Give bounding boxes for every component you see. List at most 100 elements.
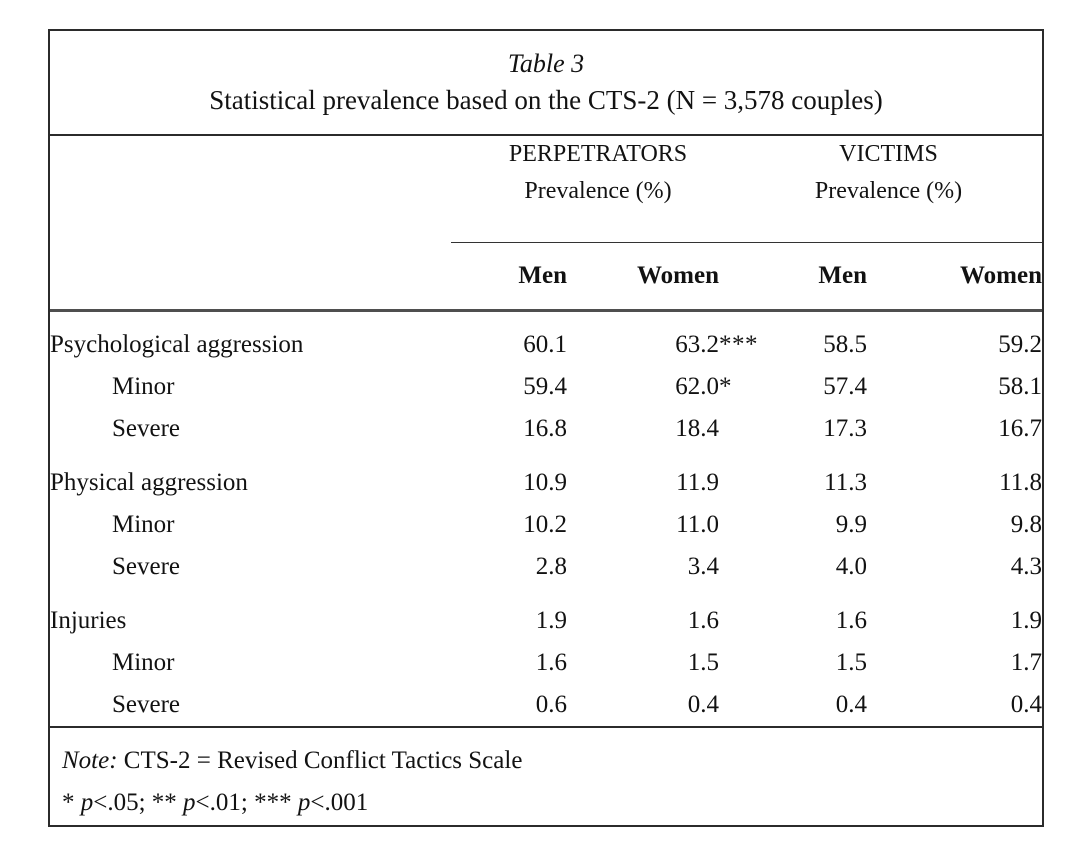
value-cell: 57.4	[719, 366, 867, 408]
prevalence-value: 1.6	[835, 606, 867, 634]
table-row: Minor 10.2 11.0 9.9 9.8	[50, 504, 1042, 546]
prevalence-value: 63.2	[675, 330, 719, 358]
prevalence-value: 1.6	[687, 606, 719, 634]
significance-text: <.05; **	[93, 788, 184, 816]
table3-frame: Table 3 Statistical prevalence based on …	[48, 29, 1044, 827]
value-cell: 16.7	[867, 408, 1042, 450]
value-cell: 11.8	[867, 450, 1042, 504]
prevalence-value: 11.8	[999, 468, 1042, 496]
prevalence-value: 62.0	[675, 372, 719, 400]
value-cell: 4.3	[867, 546, 1042, 588]
value-cell: 17.3	[719, 408, 867, 450]
prevalence-value: 1.9	[535, 606, 567, 634]
prevalence-value: 11.9	[676, 468, 719, 496]
prevalence-value: 16.8	[523, 414, 567, 442]
row-label: Severe	[112, 552, 181, 580]
row-label: Minor	[112, 510, 175, 538]
label-column-header	[50, 242, 451, 312]
prevalence-value: 16.7	[998, 414, 1042, 442]
value-cell: 0.6	[451, 684, 567, 726]
row-label: Minor	[112, 648, 175, 676]
p-symbol: p	[80, 788, 94, 816]
p-symbol: p	[183, 788, 196, 816]
value-cell: 62.0*	[675, 372, 732, 400]
prevalence-value: 1.7	[1010, 648, 1042, 676]
value-cell: 9.8	[867, 504, 1042, 546]
significance-text: *	[62, 788, 81, 816]
prevalence-value: 2.8	[535, 552, 567, 580]
value-cell: 10.9	[451, 450, 567, 504]
value-cell: 60.1	[451, 310, 567, 366]
value-cell: 1.9	[867, 588, 1042, 642]
prevalence-value: 4.3	[1010, 552, 1042, 580]
value-cell: 1.6	[719, 588, 867, 642]
table-row: Psychological aggression 60.1 63.2*** 58.5 5…	[50, 310, 1042, 366]
value-cell: 2.8	[451, 546, 567, 588]
prevalence-value: 60.1	[523, 330, 567, 358]
significance-text: <.001	[310, 788, 369, 816]
prevalence-value: 1.6	[535, 648, 567, 676]
table-row: Physical aggression 10.9 11.9 11.3 11.8	[50, 450, 1042, 504]
table-row: Injuries 1.9 1.6 1.6 1.9	[50, 588, 1042, 642]
table-note: Note: CTS-2 = Revised Conflict Tactics S…	[50, 725, 1042, 824]
prevalence-value: 59.4	[523, 372, 567, 400]
prevalence-value: 17.3	[823, 414, 867, 442]
value-cell: 18.4	[567, 408, 719, 450]
value-cell: 16.8	[451, 408, 567, 450]
col-header-victims-men: Men	[719, 242, 867, 312]
group-header-row: PERPETRATORS Prevalence (%) VICTIMS Prev…	[50, 136, 1042, 243]
value-cell: 0.4	[567, 684, 719, 726]
perpetrators-subtitle: Prevalence (%)	[524, 178, 672, 204]
prevalence-value: 58.1	[998, 372, 1042, 400]
significance-text: <.01; ***	[195, 788, 298, 816]
prevalence-value: 10.9	[523, 468, 567, 496]
victims-group-header: VICTIMS Prevalence (%)	[719, 136, 1042, 243]
table-number: Table 3	[507, 49, 585, 78]
prevalence-value: 9.9	[835, 510, 867, 538]
value-cell: 11.0	[567, 504, 719, 546]
value-cell: 4.0	[719, 546, 867, 588]
value-cell: 1.9	[451, 588, 567, 642]
prevalence-value: 1.5	[835, 648, 867, 676]
row-label: Severe	[112, 690, 181, 718]
table-row: Minor 1.6 1.5 1.5 1.7	[50, 642, 1042, 684]
column-header-row: Men Women Men Women	[50, 242, 1042, 312]
prevalence-value: 58.5	[823, 330, 867, 358]
value-cell: 1.7	[867, 642, 1042, 684]
prevalence-value: 0.4	[1010, 690, 1042, 718]
value-cell: 10.2	[451, 504, 567, 546]
value-cell: 1.6	[451, 642, 567, 684]
prevalence-table: PERPETRATORS Prevalence (%) VICTIMS Prev…	[50, 136, 1042, 726]
table-row: Severe 2.8 3.4 4.0 4.3	[50, 546, 1042, 588]
table-title: Statistical prevalence based on the CTS-…	[209, 85, 883, 115]
prevalence-value: 1.9	[1010, 606, 1042, 634]
prevalence-value: 0.4	[687, 690, 719, 718]
p-symbol: p	[297, 788, 311, 816]
prevalence-value: 0.4	[835, 690, 867, 718]
table-caption: Table 3 Statistical prevalence based on …	[50, 31, 1042, 136]
value-cell: 58.5	[719, 310, 867, 366]
prevalence-value: 11.0	[676, 510, 719, 538]
row-label: Physical aggression	[50, 468, 248, 496]
row-label: Injuries	[50, 606, 127, 634]
prevalence-value: 3.4	[687, 552, 719, 580]
row-label: Psychological aggression	[50, 330, 304, 358]
value-cell: 0.4	[867, 684, 1042, 726]
row-label: Severe	[112, 414, 181, 442]
victims-title: VICTIMS	[839, 141, 938, 167]
prevalence-value: 1.5	[687, 648, 719, 676]
note-prefix: Note:	[62, 746, 118, 774]
table-row: Severe 0.6 0.4 0.4 0.4	[50, 684, 1042, 726]
value-cell: 1.5	[719, 642, 867, 684]
col-header-perpetrators-women: Women	[567, 242, 719, 312]
prevalence-value: 18.4	[675, 414, 719, 442]
value-cell: 1.6	[567, 588, 719, 642]
value-cell: 3.4	[567, 546, 719, 588]
value-cell: 59.4	[451, 366, 567, 408]
perpetrators-group-header: PERPETRATORS Prevalence (%)	[451, 136, 719, 243]
value-cell: 63.2***	[675, 330, 758, 358]
table-row: Severe 16.8 18.4 17.3 16.7	[50, 408, 1042, 450]
note-text: CTS-2 = Revised Conflict Tactics Scale	[117, 746, 523, 774]
value-cell: 11.9	[567, 450, 719, 504]
significance-line: * p<.05; ** p<.01; *** p<.001	[62, 782, 1022, 824]
